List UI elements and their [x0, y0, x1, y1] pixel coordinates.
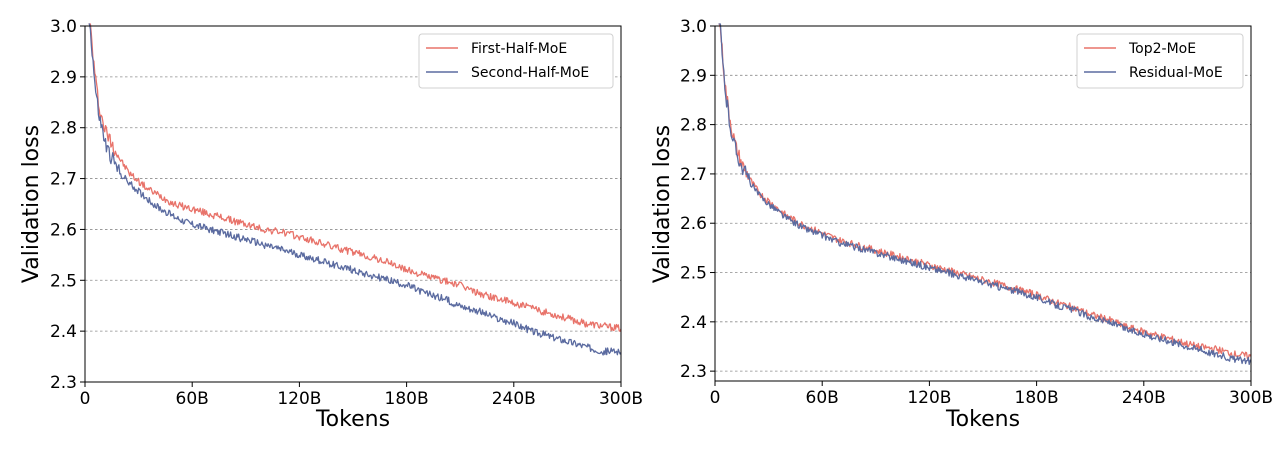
- x-tick-label: 180B: [385, 389, 429, 409]
- x-tick-label: 300B: [1229, 388, 1273, 408]
- legend-box: [418, 33, 614, 89]
- x-axis-label: Tokens: [945, 407, 1020, 432]
- y-tick-label: 3.0: [50, 17, 77, 37]
- x-ticks-right: 0 60B 120B 180B 240B 300B: [710, 381, 1273, 408]
- y-tick-label: 2.5: [50, 271, 77, 291]
- y-tick-label: 2.7: [680, 165, 707, 185]
- plot-frame-right: [714, 25, 1252, 382]
- y-tick-label: 2.3: [50, 373, 77, 393]
- legend-right: Top2-MoE Residual-MoE: [1076, 33, 1244, 89]
- series-lines-left: [88, 23, 622, 356]
- y-tick-label: 2.6: [680, 214, 707, 234]
- y-axis-label: Validation loss: [650, 125, 675, 283]
- y-ticks-right: 2.3 2.4 2.5 2.6 2.7 2.8 2.9 3.0: [680, 17, 715, 382]
- y-tick-label: 2.5: [680, 264, 707, 284]
- legend-left: First-Half-MoE Second-Half-MoE: [418, 33, 614, 89]
- series-line-residual-moe: [718, 23, 1252, 366]
- y-tick-label: 2.8: [680, 116, 707, 136]
- x-axis-label: Tokens: [315, 407, 390, 432]
- x-tick-label: 120B: [277, 389, 321, 409]
- chart-panel-right: 2.3 2.4 2.5 2.6 2.7 2.8 2.9 3.0 0 60B 120B 180B 240…: [650, 17, 1273, 432]
- x-ticks-left: 0 60B 120B 180B 240B 300B: [80, 382, 643, 409]
- x-tick-label: 60B: [176, 389, 209, 409]
- legend-label: Residual-MoE: [1129, 65, 1223, 81]
- y-tick-label: 2.6: [50, 220, 77, 240]
- y-tick-label: 3.0: [680, 17, 707, 37]
- y-tick-label: 2.9: [680, 66, 707, 86]
- y-tick-label: 2.9: [50, 68, 77, 88]
- legend-label: Second-Half-MoE: [471, 65, 589, 81]
- series-line-second-half-moe: [88, 23, 622, 356]
- legend-box: [1076, 33, 1244, 89]
- x-tick-label: 180B: [1015, 388, 1059, 408]
- chart-panel-left: 2.3 2.4 2.5 2.6 2.7 2.8 2.9 3.0 0 60B 120B 180B 240…: [19, 17, 643, 432]
- x-tick-label: 0: [80, 389, 91, 409]
- series-line-first-half-moe: [88, 23, 622, 332]
- x-tick-label: 60B: [806, 388, 839, 408]
- x-tick-label: 120B: [907, 388, 951, 408]
- y-tick-label: 2.7: [50, 170, 77, 190]
- y-axis-label: Validation loss: [19, 125, 44, 283]
- x-tick-label: 240B: [492, 389, 536, 409]
- y-tick-label: 2.8: [50, 119, 77, 139]
- legend-label: First-Half-MoE: [471, 41, 567, 57]
- legend-label: Top2-MoE: [1128, 41, 1196, 57]
- plot-frame-left: [84, 25, 622, 383]
- y-tick-label: 2.4: [680, 313, 707, 333]
- x-tick-label: 240B: [1122, 388, 1166, 408]
- x-tick-label: 300B: [599, 389, 643, 409]
- y-tick-label: 2.3: [680, 362, 707, 382]
- x-tick-label: 0: [710, 388, 721, 408]
- y-ticks-left: 2.3 2.4 2.5 2.6 2.7 2.8 2.9 3.0: [50, 17, 85, 393]
- series-lines-right: [718, 23, 1252, 366]
- y-tick-label: 2.4: [50, 322, 77, 342]
